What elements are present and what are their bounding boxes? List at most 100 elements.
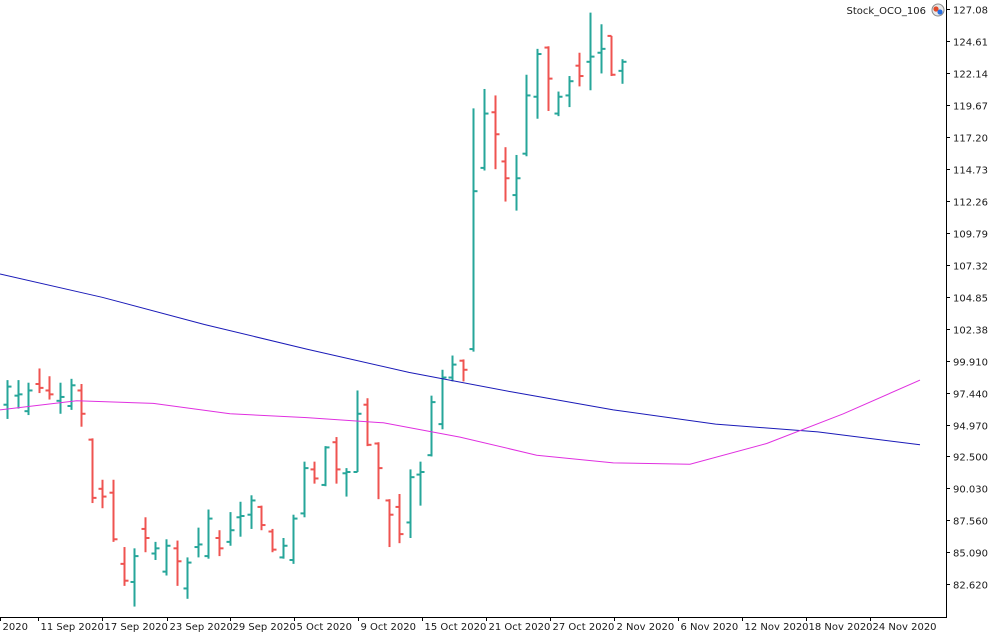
ohlc-bar [35,368,44,394]
price-tick-label: 119.670 [953,102,988,113]
ohlc-bar [236,501,245,537]
ohlc-bar [416,461,425,506]
price-tick-label: 124.610 [953,38,988,49]
ohlc-bar [448,355,457,382]
time-tick-label: 2 Nov 2020 [617,622,675,633]
ohlc-bar [607,34,616,77]
ohlc-bar [554,91,563,117]
time-tick-label: 17 Sep 2020 [105,622,168,633]
ohlc-bar [332,437,341,484]
price-tick-label: 109.790 [953,230,988,241]
time-tick-label: 27 Oct 2020 [553,622,615,633]
ohlc-bar [427,395,436,457]
ohlc-bar [162,539,171,576]
ohlc-bar [469,108,478,352]
time-tick-label: 23 Sep 2020 [170,622,233,633]
price-tick-label: 102.380 [953,326,988,337]
ohlc-bar [597,24,606,74]
ohlc-bar [98,479,107,509]
ohlc-bar [438,369,447,430]
moving-average-fast-line [0,379,921,465]
ohlc-bar [353,390,362,473]
ohlc-bar [77,384,86,427]
ohlc-bar [151,541,160,560]
ohlc-bar [544,46,553,111]
time-axis-ticks: 2020 11 Sep 2020 17 Sep 2020 23 Sep 2020 29 … [0,617,937,633]
time-tick-label: 11 Sep 2020 [41,622,104,633]
expert-advisor-icon[interactable] [931,3,945,17]
price-tick-label: 90.030 [953,485,988,496]
ohlc-bar [56,382,65,414]
price-tick-label: 127.080 [953,6,988,17]
time-tick-label: 6 Nov 2020 [681,622,739,633]
ohlc-bar [3,380,12,419]
ohlc-bar [173,540,182,586]
ohlc-bar [45,376,54,400]
price-tick-label: 97.440 [953,390,988,401]
time-tick-label: 18 Nov 2020 [809,622,873,633]
ohlc-bar [120,547,129,586]
ohlc-bar [268,528,277,553]
ohlc-bar [279,537,288,559]
price-tick-label: 87.560 [953,517,988,528]
ohlc-bar [406,469,415,538]
ohlc-bar [501,147,510,202]
ohlc-bar [289,514,298,564]
ohlc-bar [459,359,468,382]
ohlc-bar [321,446,330,487]
ohlc-bar [215,530,224,557]
ohlc-bar [512,154,521,211]
ohlc-bar [480,88,489,171]
ohlc-bar [342,468,351,497]
ohlc-bar [533,48,542,119]
price-tick-label: 85.090 [953,549,988,560]
price-tick-label: 99.910 [953,358,988,369]
ohlc-bar [565,76,574,108]
ohlc-bar [247,495,256,529]
price-tick-label: 92.500 [953,453,988,464]
time-tick-label: 9 Oct 2020 [361,622,416,633]
ohlc-bar [14,380,23,409]
price-tick-label: 94.970 [953,422,988,433]
time-tick-label: 12 Nov 2020 [745,622,809,633]
ohlc-bar [226,512,235,546]
ohlc-bar [385,499,394,548]
ohlc-bar [141,517,150,553]
price-tick-label: 122.140 [953,70,988,81]
ohlc-bar [586,12,595,91]
price-axis-ticks: 127.080 124.610 122.140 119.670 117.200 114.7… [946,6,988,592]
ohlc-bar [24,382,33,416]
ohlc-bar [130,548,139,607]
ohlc-bar [194,527,203,558]
time-tick-label: 21 Oct 2020 [489,622,551,633]
ohlc-bar [522,74,531,157]
price-tick-label: 112.260 [953,198,988,209]
time-tick-label: 5 Oct 2020 [297,622,352,633]
ohlc-bar [575,52,584,87]
price-tick-label: 104.850 [953,294,988,305]
ohlc-bar [204,509,213,559]
price-tick-label: 117.200 [953,134,988,145]
ohlc-bar [183,557,192,599]
price-tick-label: 82.620 [953,581,988,592]
ohlc-bar [395,493,404,544]
time-tick-label: 2020 [3,622,28,633]
ohlc-bar [67,378,76,410]
ohlc-bar [300,461,309,518]
time-tick-label: 15 Oct 2020 [425,622,487,633]
chart-title: Stock_OCO_106 [847,6,927,17]
moving-average-slow-line [0,273,921,446]
ohlc-bar [374,442,383,500]
ohlc-bars [3,12,627,607]
ohlc-bar [109,479,118,542]
price-tick-label: 107.320 [953,262,988,273]
ohlc-bar [310,461,319,484]
time-tick-label: 24 Nov 2020 [873,622,937,633]
ohlc-bar [257,505,266,531]
ohlc-bar [618,59,627,84]
ohlc-bar [88,438,97,504]
ohlc-bar [491,95,500,170]
price-tick-label: 114.730 [953,166,988,177]
time-tick-label: 29 Sep 2020 [233,622,296,633]
